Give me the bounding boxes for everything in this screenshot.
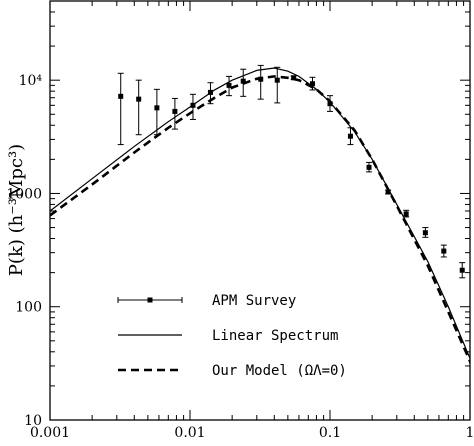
legend-label: Linear Spectrum xyxy=(212,328,338,344)
data-point xyxy=(240,78,246,84)
series-clip-group xyxy=(50,64,470,366)
data-point xyxy=(291,75,297,81)
data-point xyxy=(366,164,372,170)
data-point xyxy=(274,77,280,83)
data-point xyxy=(118,93,124,99)
axis-ticks: 0.001 0.01 0.1 1 10 100 1000 10⁴ xyxy=(6,0,474,441)
series-layer xyxy=(50,64,470,366)
data-point xyxy=(441,248,447,254)
y-tick-label: 10⁴ xyxy=(19,73,43,89)
y-tick-label: 10 xyxy=(24,413,42,429)
x-tick-label: 0.01 xyxy=(174,425,205,441)
legend-label: APM Survey xyxy=(212,293,296,309)
y-tick-label: 100 xyxy=(15,300,42,316)
x-tick-label: 0.1 xyxy=(319,425,341,441)
x-tick-label: 0.001 xyxy=(30,425,70,441)
data-point xyxy=(347,133,353,139)
data-point xyxy=(459,267,465,273)
legend-marker xyxy=(147,297,153,303)
legend: APM Survey Linear Spectrum Our Model (ΩΛ=0… xyxy=(117,293,347,379)
model-curve xyxy=(50,75,470,366)
data-point xyxy=(172,108,178,114)
data-point xyxy=(385,189,391,195)
linear-spectrum-curve xyxy=(50,67,470,361)
data-point xyxy=(136,96,142,102)
y-axis-title: P(k) (h⁻³Mpc³) xyxy=(6,144,27,276)
x-tick-label: 1 xyxy=(466,425,474,441)
legend-label: Our Model (ΩΛ=0) xyxy=(212,363,347,379)
data-point xyxy=(310,81,316,87)
data-point xyxy=(154,105,160,111)
data-point xyxy=(422,230,428,236)
apm-survey-series xyxy=(117,64,466,279)
y-tick-label: 1000 xyxy=(6,186,42,202)
data-point xyxy=(403,211,409,217)
data-point xyxy=(327,101,333,107)
data-point xyxy=(226,82,232,88)
